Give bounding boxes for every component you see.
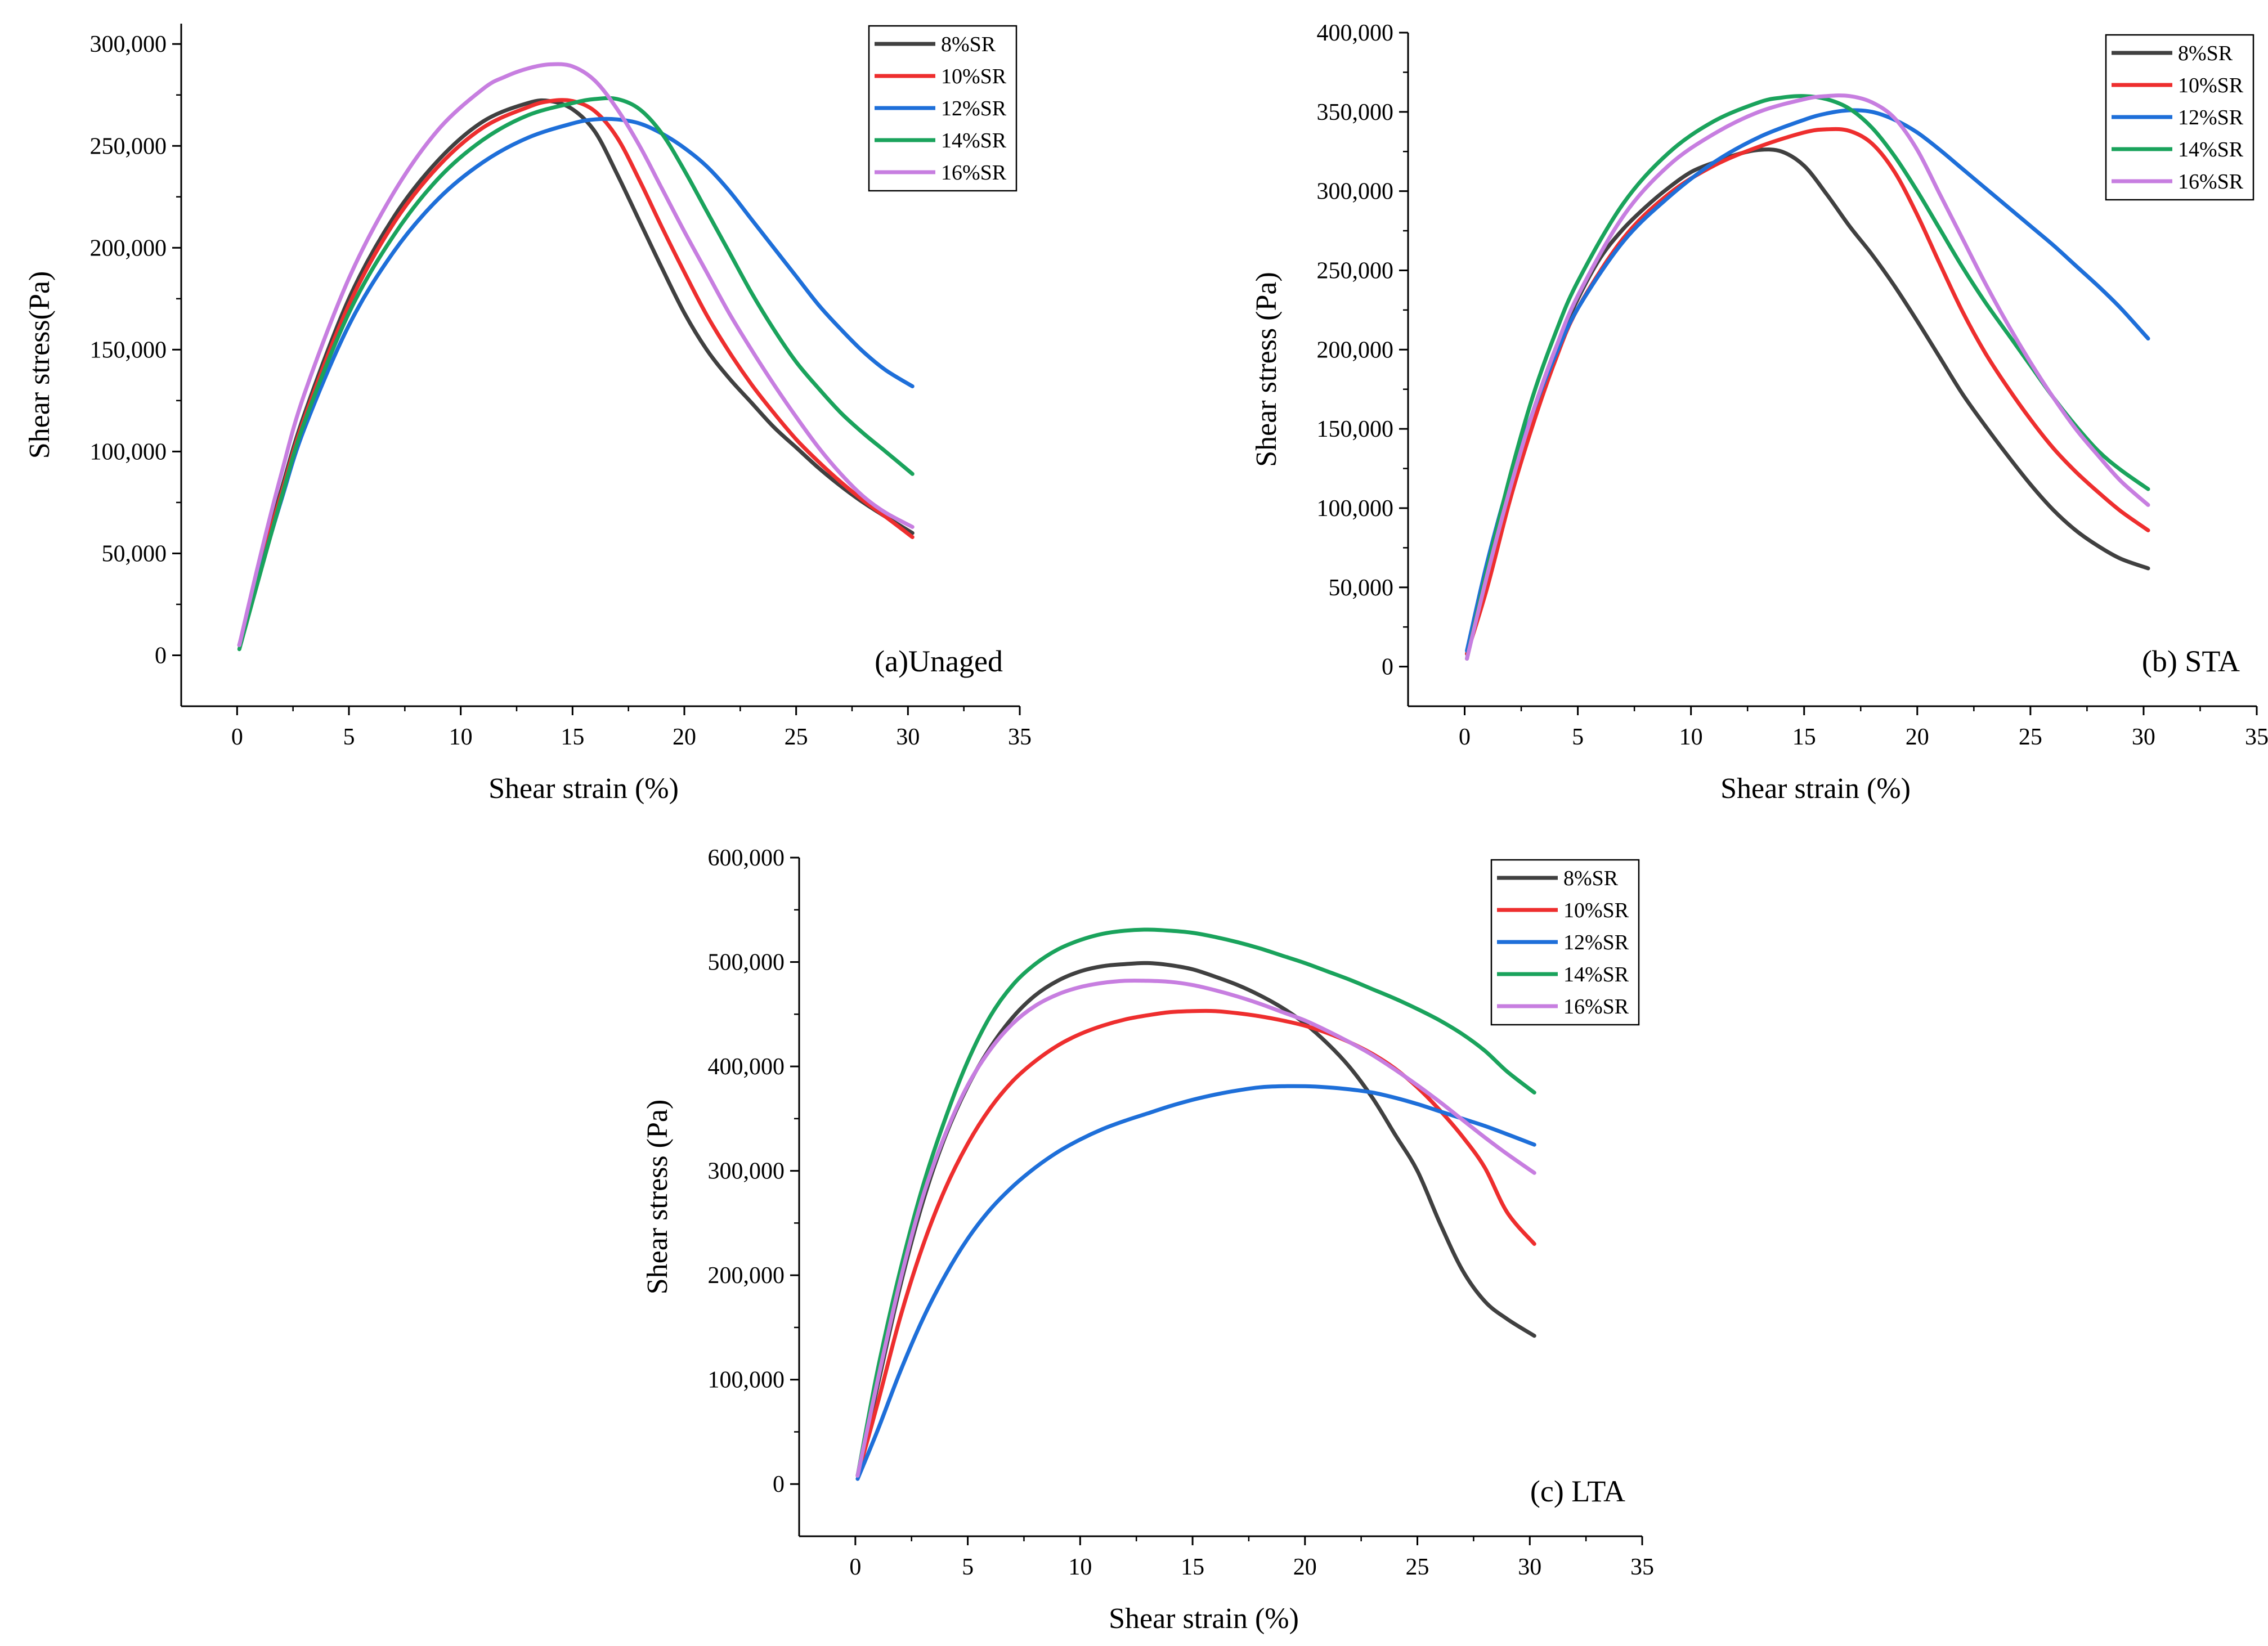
x-tick-label: 15	[561, 724, 584, 750]
x-tick-label: 10	[1679, 724, 1703, 750]
y-tick-label: 100,000	[90, 439, 167, 465]
legend-label: 12%SR	[941, 97, 1007, 120]
y-axis-title: Shear stress (Pa)	[1250, 272, 1283, 467]
y-tick-label: 0	[1382, 654, 1393, 680]
y-tick-label: 100,000	[708, 1367, 785, 1393]
y-axis-title: Shear stress (Pa)	[642, 1100, 674, 1295]
x-tick-label: 0	[1459, 724, 1471, 750]
x-tick-label: 5	[962, 1554, 974, 1580]
legend-label: 8%SR	[941, 33, 996, 56]
legend-label: 12%SR	[2178, 106, 2244, 129]
y-tick-label: 150,000	[90, 337, 167, 363]
legend-label: 16%SR	[2178, 170, 2244, 194]
y-tick-label: 50,000	[102, 541, 167, 567]
series-line-16pct-sr	[855, 979, 1536, 1478]
x-tick-label: 35	[2245, 724, 2268, 750]
x-tick-label: 25	[785, 724, 808, 750]
x-tick-label: 20	[673, 724, 696, 750]
x-tick-label: 5	[343, 724, 355, 750]
y-tick-label: 350,000	[1317, 100, 1394, 125]
x-tick-label: 20	[1906, 724, 1929, 750]
y-tick-label: 400,000	[1317, 20, 1394, 46]
chart-b: 0 5 10 15 20 25 30 35 0 50,000 100,000 150,000 200,0…	[1250, 20, 2268, 805]
panel-annotation: (c) LTA	[1530, 1474, 1625, 1508]
x-tick-label: 10	[449, 724, 473, 750]
legend-label: 10%SR	[941, 65, 1007, 88]
legend-label: 16%SR	[1563, 995, 1629, 1019]
x-tick-label: 25	[1406, 1554, 1429, 1580]
y-tick-label: 250,000	[90, 133, 167, 159]
y-tick-label: 150,000	[1317, 416, 1394, 442]
legend-label: 10%SR	[2178, 74, 2244, 97]
legend-label: 14%SR	[1563, 963, 1629, 986]
series-line-12pct-sr	[855, 1084, 1536, 1481]
x-axis-title: Shear strain (%)	[1720, 773, 1911, 805]
x-axis-title: Shear strain (%)	[488, 773, 679, 805]
legend-label: 8%SR	[1563, 867, 1619, 890]
y-tick-label: 200,000	[90, 235, 167, 261]
y-tick-label: 500,000	[708, 950, 785, 976]
y-tick-label: 300,000	[1317, 179, 1394, 205]
y-tick-label: 50,000	[1329, 575, 1394, 601]
y-tick-label: 400,000	[708, 1054, 785, 1080]
series-line-12pct-sr	[237, 116, 915, 647]
x-tick-label: 15	[1792, 724, 1816, 750]
x-tick-label: 25	[2019, 724, 2042, 750]
legend-label: 12%SR	[1563, 931, 1629, 954]
y-tick-label: 200,000	[1317, 337, 1394, 363]
x-tick-label: 20	[1293, 1554, 1317, 1580]
y-tick-label: 300,000	[90, 32, 167, 57]
y-tick-label: 0	[773, 1472, 785, 1497]
legend-label: 10%SR	[1563, 899, 1629, 922]
y-axis-title: Shear stress(Pa)	[24, 271, 56, 459]
x-tick-label: 0	[231, 724, 243, 750]
y-tick-label: 250,000	[1317, 258, 1394, 284]
y-tick-label: 100,000	[1317, 496, 1394, 522]
x-tick-label: 30	[896, 724, 920, 750]
x-tick-label: 30	[1518, 1554, 1541, 1580]
legend-label: 16%SR	[941, 161, 1007, 185]
y-tick-label: 600,000	[708, 845, 785, 871]
series-line-10pct-sr	[1465, 127, 2150, 656]
chart-c: 0 5 10 15 20 25 30 35 0 100,000 200,000 300,000 400,…	[642, 845, 1654, 1635]
y-tick-label: 200,000	[708, 1263, 785, 1289]
x-axis-title: Shear strain (%)	[1109, 1603, 1299, 1635]
series-line-14pct-sr	[855, 927, 1536, 1478]
x-tick-label: 5	[1572, 724, 1584, 750]
series-line-16pct-sr	[237, 62, 915, 647]
legend-label: 14%SR	[941, 129, 1007, 153]
x-tick-label: 0	[849, 1554, 861, 1580]
legend-label: 14%SR	[2178, 138, 2244, 162]
x-tick-label: 35	[1630, 1554, 1654, 1580]
panel-annotation: (b) STA	[2142, 644, 2240, 678]
x-tick-label: 15	[1181, 1554, 1204, 1580]
x-tick-label: 30	[2132, 724, 2155, 750]
panel-annotation: (a)Unaged	[875, 644, 1003, 678]
y-tick-label: 0	[155, 643, 167, 669]
series-line-16pct-sr	[1465, 93, 2150, 661]
legend-label: 8%SR	[2178, 42, 2233, 65]
y-tick-label: 300,000	[708, 1159, 785, 1185]
chart-a: 0 5 10 15 20 25 30 35 0 50,000 100,000 150,000 200,0…	[24, 24, 1032, 805]
x-tick-label: 35	[1008, 724, 1032, 750]
x-tick-label: 10	[1068, 1554, 1092, 1580]
